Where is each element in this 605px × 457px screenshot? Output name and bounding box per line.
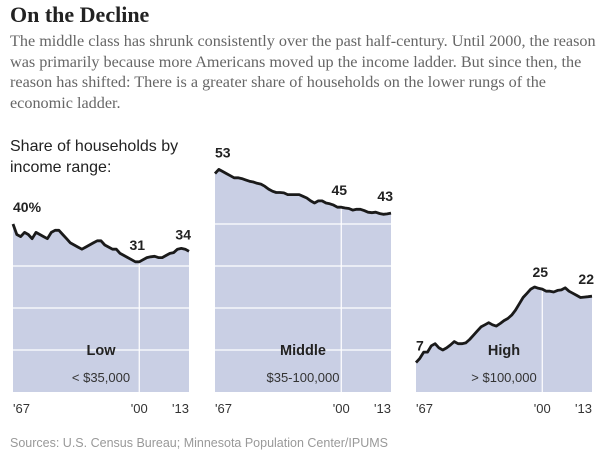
high-range-label: > $100,000	[471, 370, 536, 385]
chart-area: 40% 31 34 Low < $35,000 '67 '00 '13 53 45 43 Middle…	[11, 144, 594, 416]
low-value-label: 31	[129, 237, 145, 253]
middle-value-label: 43	[377, 188, 393, 204]
middle-category-label: Middle	[280, 343, 326, 359]
high-value-label: 22	[578, 271, 594, 287]
low-category-label: Low	[87, 343, 117, 359]
chart-title: On the Decline	[10, 2, 150, 27]
high-value-label: 7	[416, 338, 424, 354]
middle-tick-label: '13	[374, 401, 391, 416]
low-tick-label: '00	[131, 401, 148, 416]
high-line	[414, 285, 593, 364]
chart-description: The middle class has shrunk consistently…	[10, 32, 596, 112]
middle-tick-label: '00	[333, 401, 350, 416]
high-category-label: High	[488, 343, 520, 359]
middle-range-label: $35-100,000	[266, 370, 339, 385]
low-line	[11, 223, 190, 264]
low-range-label: < $35,000	[72, 370, 130, 385]
middle-value-label: 53	[215, 144, 231, 160]
high-tick-label: '67	[416, 401, 433, 416]
high-value-label: 25	[532, 264, 548, 280]
middle-area	[215, 169, 391, 392]
middle-tick-label: '67	[215, 401, 232, 416]
middle-line	[213, 167, 392, 216]
low-value-label: 34	[175, 226, 191, 242]
high-tick-label: '13	[575, 401, 592, 416]
middle-value-label: 45	[331, 182, 347, 198]
low-value-label: 40%	[13, 199, 42, 215]
high-tick-label: '00	[534, 401, 551, 416]
low-tick-label: '67	[13, 401, 30, 416]
source-note: Sources: U.S. Census Bureau; Minnesota P…	[10, 436, 388, 450]
low-tick-label: '13	[172, 401, 189, 416]
high-area	[416, 287, 592, 392]
y-axis-label: Share of households by income range:	[10, 138, 179, 176]
